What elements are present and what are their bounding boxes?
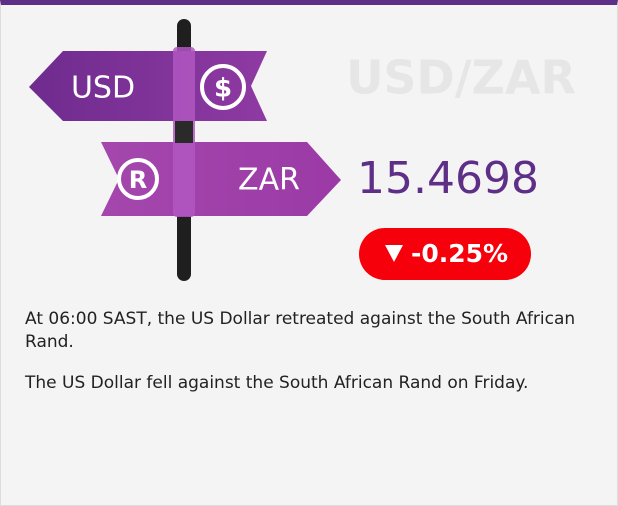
pair-watermark: USD/ZAR xyxy=(346,51,576,105)
signpost-graphic: USD $ R ZAR USD/ZAR 15.4698 -0.25% xyxy=(29,19,576,281)
pole-joint xyxy=(175,121,193,143)
rate: 15.4698 xyxy=(357,153,539,204)
dollar-ring xyxy=(200,64,246,110)
paragraph: The US Dollar fell against the South Afr… xyxy=(25,373,529,393)
usd-label: USD xyxy=(71,71,135,106)
change-badge xyxy=(359,228,531,280)
change: -0.25% xyxy=(411,239,508,268)
zar-sign xyxy=(101,142,341,216)
zar-label: ZAR xyxy=(238,163,300,198)
rand-ring xyxy=(117,158,159,200)
down-arrow xyxy=(385,245,403,262)
rand-symbol: R xyxy=(129,166,147,194)
dollar-symbol: $ xyxy=(214,74,232,104)
paragraph: At 06:00 SAST, the US Dollar retreated a… xyxy=(25,309,576,352)
